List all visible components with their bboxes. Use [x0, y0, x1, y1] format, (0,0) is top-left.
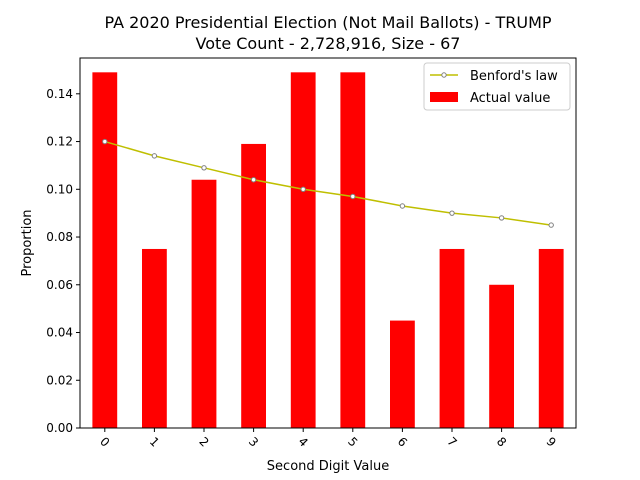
bar-digit-3 — [241, 143, 266, 428]
bar-digit-7 — [439, 248, 465, 428]
x-tick-label: 5 — [345, 434, 360, 449]
y-tick-label: 0.02 — [46, 373, 73, 387]
y-tick-label: 0.12 — [46, 135, 73, 149]
y-axis: 0.00 0.02 0.04 0.06 0.08 0.10 0.12 0.14 — [46, 87, 80, 435]
chart-title-line-2: Vote Count - 2,728,916, Size - 67 — [196, 34, 461, 53]
benford-line — [104, 140, 552, 226]
y-tick-label: 0.04 — [46, 326, 73, 340]
bar-digit-6 — [390, 320, 415, 428]
y-tick-label: 0.08 — [46, 230, 73, 244]
x-axis: 0 1 2 3 4 5 6 7 8 9 — [97, 428, 559, 450]
bar-group — [92, 72, 564, 429]
legend-box — [423, 62, 571, 111]
chart-title: PA 2020 Presidential Election (Not Mail … — [104, 13, 551, 53]
bar-digit-2 — [191, 179, 217, 428]
x-tick-label: 7 — [444, 434, 459, 449]
benford-point-6 — [399, 203, 406, 209]
legend-benford-swatch-marker — [441, 72, 447, 78]
legend: Benford's law Actual value — [423, 62, 571, 111]
x-tick-label: 0 — [97, 434, 112, 449]
bar-digit-5 — [340, 72, 366, 429]
x-axis-label: Second Digit Value — [267, 459, 389, 474]
benford-point-9 — [548, 222, 554, 228]
y-tick-label: 0.10 — [46, 182, 73, 196]
benford-point-7 — [449, 210, 455, 216]
y-tick-label: 0.14 — [46, 87, 73, 101]
x-tick-label: 3 — [246, 434, 261, 449]
y-tick-label: 0.00 — [46, 421, 73, 435]
x-tick-label: 1 — [147, 434, 162, 449]
bar-digit-1 — [142, 248, 167, 428]
x-tick-label: 9 — [544, 434, 559, 449]
benford-point-1 — [151, 153, 158, 159]
benford-point-5 — [350, 193, 356, 200]
x-tick-label: 2 — [196, 434, 211, 449]
y-tick-label: 0.06 — [46, 278, 73, 292]
legend-benford-label: Benford's law — [470, 69, 558, 84]
bar-digit-9 — [538, 248, 564, 428]
bar-digit-4 — [290, 72, 316, 429]
legend-actual-label: Actual value — [470, 91, 550, 106]
benford-point-0 — [102, 138, 108, 145]
y-axis-label: Proportion — [20, 209, 35, 276]
benford-point-4 — [300, 186, 306, 192]
bar-digit-8 — [489, 284, 514, 428]
benford-point-8 — [498, 215, 505, 221]
x-tick-label: 6 — [395, 434, 410, 449]
x-tick-label: 4 — [296, 434, 311, 449]
legend-actual-swatch — [430, 92, 458, 102]
benford-point-2 — [201, 165, 207, 171]
x-tick-label: 8 — [494, 434, 509, 449]
plot-frame — [79, 57, 577, 429]
benford-point-3 — [250, 177, 257, 183]
benford-line-group — [102, 138, 554, 228]
chart-title-line-1: PA 2020 Presidential Election (Not Mail … — [104, 13, 551, 32]
bar-digit-0 — [92, 72, 118, 429]
